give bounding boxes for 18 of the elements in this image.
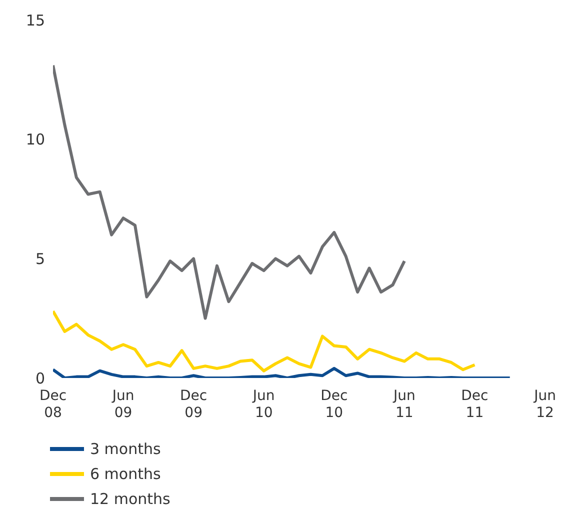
x-tick-label: Dec 10 — [320, 388, 348, 421]
x-tick-label: Dec 09 — [180, 388, 208, 421]
y-tick-label: 5 — [35, 250, 45, 268]
x-tick-label: Dec 11 — [461, 388, 488, 421]
line-series — [53, 366, 512, 378]
x-tick-label: Jun 11 — [392, 388, 416, 421]
line-series — [53, 310, 476, 372]
legend-label: 12 months — [90, 490, 170, 508]
y-tick-label: 15 — [26, 11, 45, 30]
legend-label: 3 months — [90, 440, 161, 458]
x-tick-label: Jun 12 — [533, 388, 556, 421]
y-tick-label: 0 — [35, 369, 45, 388]
x-tick-label: Jun 09 — [111, 388, 134, 421]
x-tick-label: Jun 10 — [252, 388, 275, 421]
line-series — [53, 64, 406, 320]
legend-label: 6 months — [90, 464, 161, 482]
x-tick-label: Dec 08 — [39, 388, 67, 421]
y-tick-label: 10 — [26, 130, 45, 149]
